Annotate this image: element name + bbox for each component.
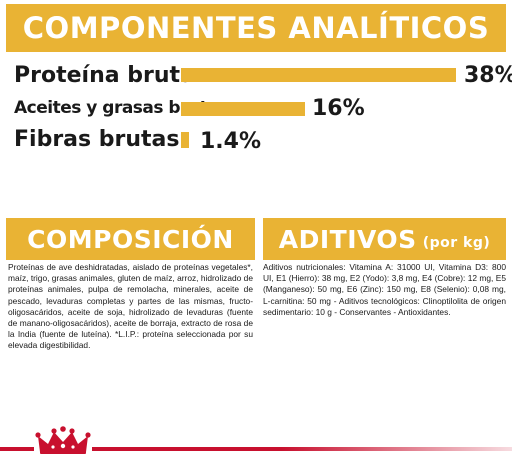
analytical-label: Aceites y grasas brutos (14, 98, 229, 118)
composition-title-text: COMPOSICIÓN (27, 224, 234, 254)
analytical-bar (181, 68, 456, 82)
analytical-label: Fibras brutas (14, 127, 180, 152)
analytical-bar (181, 132, 189, 148)
analytical-bar (181, 102, 305, 116)
footer-red-line (0, 447, 512, 451)
additives-unit: (por kg) (422, 235, 491, 251)
analytical-components-title: COMPONENTES ANALÍTICOS (6, 4, 506, 52)
composition-title: COMPOSICIÓN (6, 218, 255, 260)
analytical-components-title-text: COMPONENTES ANALÍTICOS (22, 11, 490, 45)
additives-text: Aditivos nutricionales: Vitamina A: 3100… (263, 262, 506, 317)
crown-icon (34, 426, 92, 456)
analytical-label: Proteína bruta (14, 63, 195, 88)
composition-text: Proteínas de ave deshidratadas, aislado … (8, 262, 253, 351)
analytical-value: 1.4% (200, 129, 262, 154)
additives-title: ADITIVOS (por kg) (263, 218, 506, 260)
analytical-value: 38% (464, 63, 512, 88)
analytical-value: 16% (312, 96, 365, 121)
additives-title-text: ADITIVOS (278, 224, 417, 254)
